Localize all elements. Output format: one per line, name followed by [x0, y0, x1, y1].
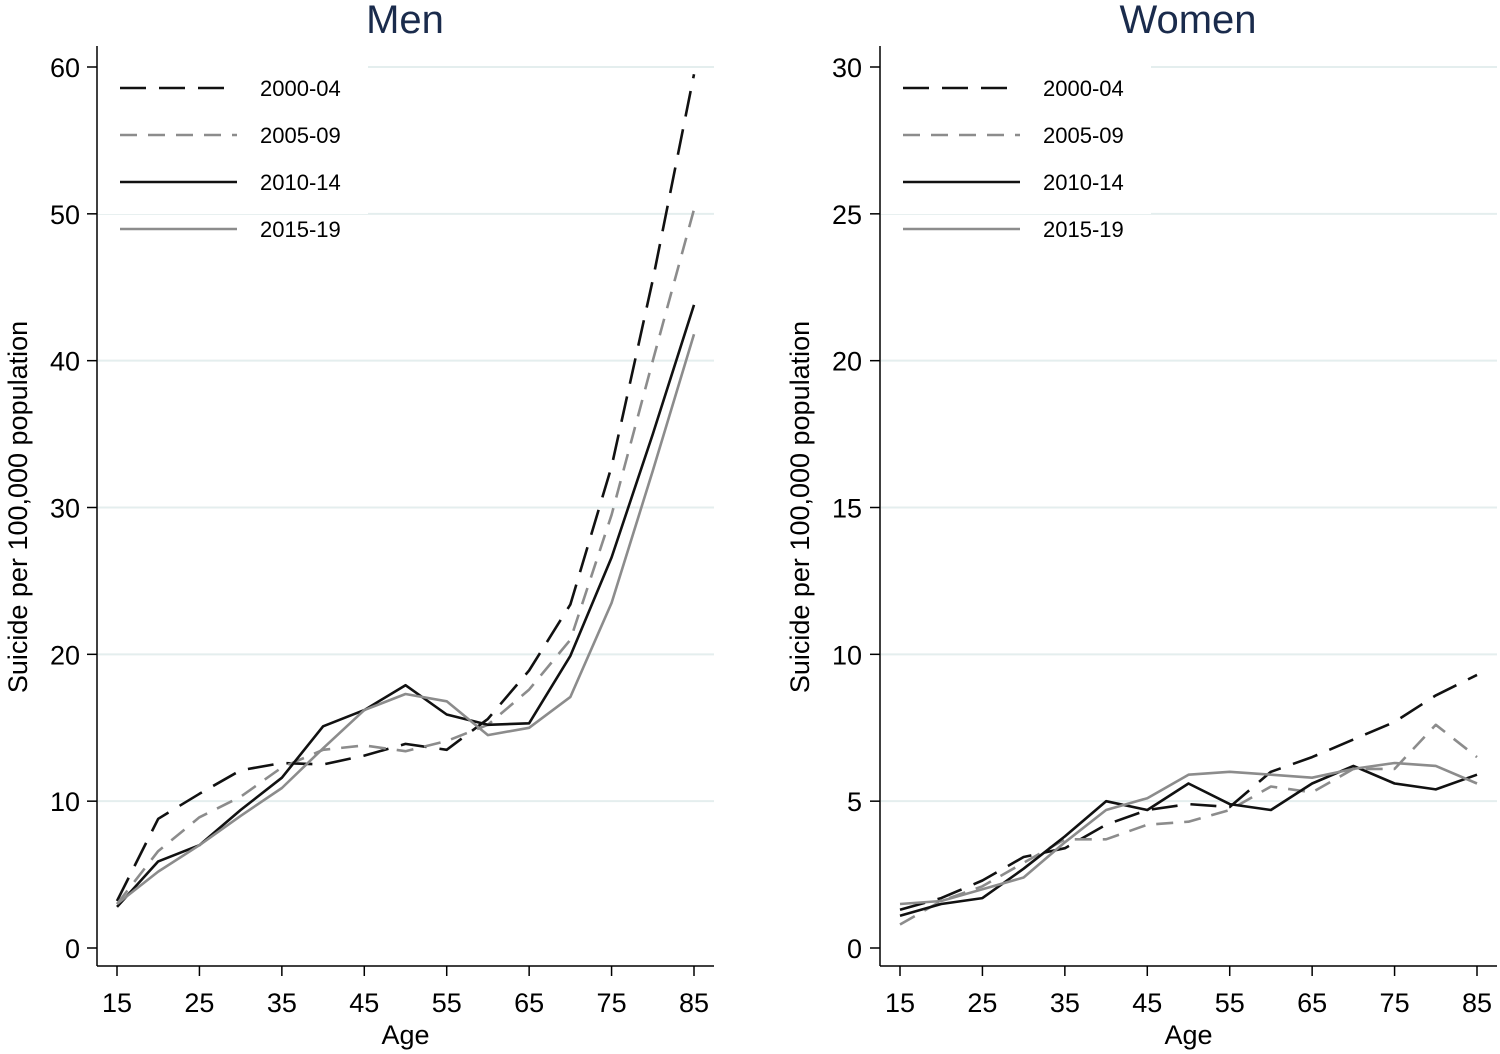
men-panel: 0 10 20 30 40 50 60 15 25 35 45 55 65 75 85 Men Age Suici… — [3, 0, 714, 1050]
women-x-tick-label: 55 — [1215, 988, 1245, 1018]
men-legend-label: 2015-19 — [260, 217, 341, 242]
women-y-tick-label: 5 — [847, 787, 862, 817]
men-x-tick-label: 85 — [679, 988, 709, 1018]
men-y-tick-label: 40 — [50, 347, 80, 377]
women-legend: 2000-04 2005-09 2010-14 2015-19 — [881, 47, 1151, 242]
men-legend-background — [98, 47, 368, 214]
men-y-tick-label: 60 — [50, 53, 80, 83]
men-y-tick-label: 20 — [50, 640, 80, 670]
women-legend-label: 2000-04 — [1043, 76, 1124, 101]
women-legend-background — [881, 47, 1151, 214]
women-panel: 0 5 10 15 20 25 30 15 25 35 45 55 65 75 85 Women Age Suic… — [785, 0, 1497, 1050]
men-x-tick-label: 55 — [432, 988, 462, 1018]
men-y-tick-label: 50 — [50, 200, 80, 230]
women-legend-label: 2015-19 — [1043, 217, 1124, 242]
women-y-tick-label: 0 — [847, 934, 862, 964]
men-series-line-2010-14 — [116, 304, 696, 908]
men-legend-label: 2000-04 — [260, 76, 341, 101]
women-x-tick-label: 65 — [1297, 988, 1327, 1018]
women-legend-label: 2005-09 — [1043, 123, 1124, 148]
men-series-line-2015-19 — [116, 333, 696, 906]
men-y-axis-label: Suicide per 100,000 population — [3, 321, 33, 693]
women-y-tick-label: 20 — [832, 347, 862, 377]
men-x-axis-label: Age — [381, 1020, 429, 1050]
women-x-tick-label: 85 — [1462, 988, 1492, 1018]
men-legend-label: 2005-09 — [260, 123, 341, 148]
women-y-axis-label: Suicide per 100,000 population — [785, 321, 815, 693]
women-y-tick-label: 25 — [832, 200, 862, 230]
men-chart-title: Men — [366, 0, 444, 42]
women-x-tick-label: 45 — [1132, 988, 1162, 1018]
men-x-tick-label: 75 — [597, 988, 627, 1018]
women-series-line-2000-04 — [899, 673, 1478, 912]
men-x-tick-label: 45 — [349, 988, 379, 1018]
women-x-tick-label: 25 — [967, 988, 997, 1018]
men-series-line-2000-04 — [115, 74, 696, 902]
men-y-tick-label: 30 — [50, 494, 80, 524]
women-y-tick-label: 30 — [832, 53, 862, 83]
men-x-tick-label: 35 — [267, 988, 297, 1018]
women-x-tick-label: 15 — [885, 988, 915, 1018]
men-y-tick-label: 0 — [65, 934, 80, 964]
men-series-line-2005-09 — [115, 209, 696, 905]
men-x-tick-label: 65 — [514, 988, 544, 1018]
men-legend: 2000-04 2005-09 2010-14 2015-19 — [98, 47, 368, 242]
women-chart-title: Women — [1119, 0, 1256, 42]
men-legend-label: 2010-14 — [260, 170, 341, 195]
women-series-line-2005-09 — [899, 723, 1478, 926]
women-series-line-2010-14 — [899, 764, 1478, 917]
men-y-tick-label: 10 — [50, 787, 80, 817]
women-x-tick-label: 35 — [1050, 988, 1080, 1018]
men-x-tick-label: 15 — [102, 988, 132, 1018]
women-series-line-2015-19 — [899, 761, 1478, 906]
women-y-tick-label: 15 — [832, 494, 862, 524]
women-legend-label: 2010-14 — [1043, 170, 1124, 195]
women-y-tick-label: 10 — [832, 640, 862, 670]
women-x-tick-label: 75 — [1380, 988, 1410, 1018]
women-x-axis-label: Age — [1164, 1020, 1212, 1050]
men-x-tick-label: 25 — [184, 988, 214, 1018]
